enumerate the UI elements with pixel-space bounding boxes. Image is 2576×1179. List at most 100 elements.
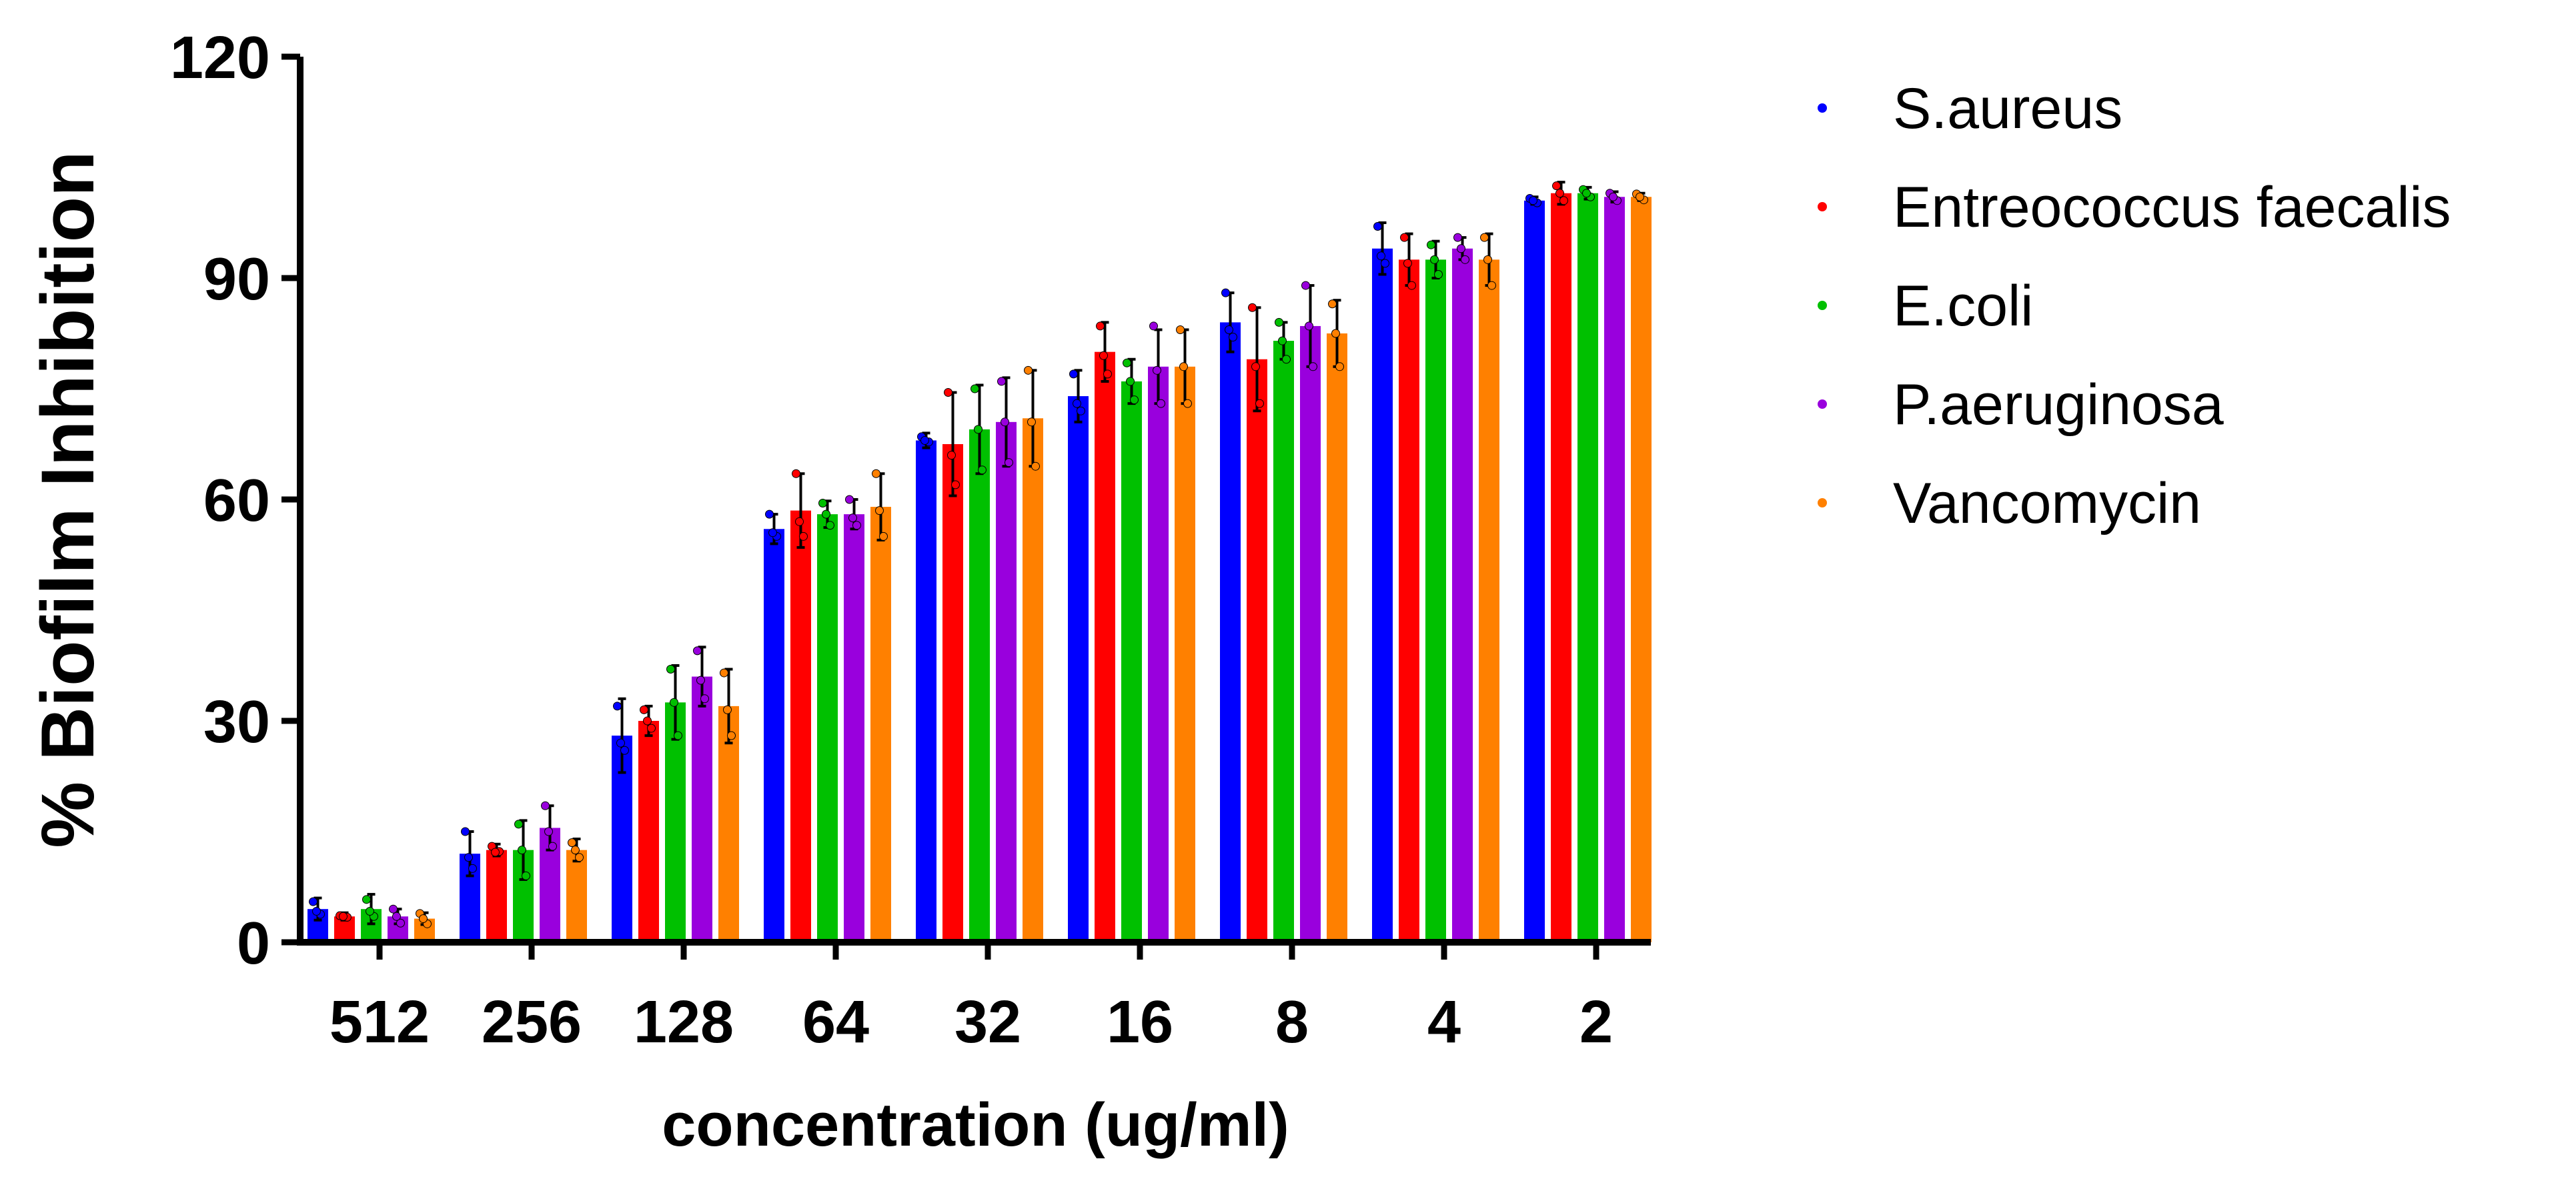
replicate-point [1461, 255, 1469, 264]
replicate-point [826, 521, 834, 530]
replicate-point [1381, 259, 1389, 268]
replicate-point [396, 918, 405, 928]
replicate-point [1278, 336, 1287, 345]
bar [1220, 322, 1241, 942]
y-tick-label: 90 [203, 246, 270, 313]
x-tick-label: 4 [1427, 989, 1461, 1056]
replicate-point [872, 469, 880, 478]
replicate-point [1529, 196, 1537, 205]
replicate-point [1407, 281, 1416, 290]
bar [566, 850, 587, 942]
replicate-point [362, 895, 371, 904]
bar [1095, 351, 1115, 942]
bar [718, 706, 739, 942]
bar [1551, 193, 1571, 942]
bar [817, 514, 838, 942]
replicate-point [1457, 244, 1465, 253]
replicate-point [1434, 269, 1443, 279]
y-axis-title: % Biofilm Inhibition [26, 151, 109, 848]
replicate-point [1282, 355, 1291, 364]
bar [665, 702, 686, 942]
replicate-point [971, 384, 979, 393]
legend: S.aureus Entreococcus faecalis E.coli P.aer… [1818, 77, 2451, 535]
replicate-point [727, 731, 736, 740]
bar [1577, 193, 1598, 942]
replicate-point [951, 480, 960, 489]
replicate-point [1309, 362, 1317, 371]
replicate-point [620, 746, 629, 755]
replicate-point [852, 521, 861, 530]
x-tick-label: 256 [482, 989, 582, 1056]
replicate-point [312, 907, 321, 916]
x-tick-label: 512 [330, 989, 430, 1056]
replicate-point [1024, 365, 1033, 375]
replicate-point [1400, 233, 1409, 242]
legend-marker [1818, 498, 1827, 507]
bar [1524, 200, 1545, 942]
replicate-point [518, 846, 526, 855]
replicate-point [1555, 189, 1564, 198]
replicate-point [1427, 240, 1435, 249]
replicate-point [720, 668, 728, 678]
bar [870, 507, 891, 942]
replicate-point [1149, 321, 1158, 331]
bar [1023, 418, 1043, 942]
replicate-point [799, 531, 808, 541]
replicate-point [1099, 351, 1108, 360]
bar [1247, 359, 1267, 942]
replicate-point [674, 731, 682, 740]
replicate-point [1453, 233, 1462, 242]
legend-label: Vancomycin [1893, 471, 2201, 535]
replicate-point [339, 912, 348, 921]
replicate-point [647, 724, 656, 733]
bar [764, 529, 784, 942]
replicate-point [548, 842, 557, 851]
replicate-point [392, 912, 401, 921]
replicate-point [616, 738, 625, 748]
bar [1452, 248, 1473, 942]
replicate-point [1403, 259, 1412, 268]
legend-marker [1818, 202, 1827, 211]
replicate-point [1176, 325, 1185, 334]
replicate-point [1130, 395, 1139, 405]
y-tick-label: 0 [237, 910, 270, 977]
replicate-point [1157, 399, 1165, 408]
replicate-point [765, 509, 774, 519]
x-ticks: 512 256 128 64 32 16 8 4 2 [330, 942, 1613, 1056]
replicate-point [468, 864, 477, 873]
bar [844, 514, 864, 942]
bars-layer [307, 193, 1652, 943]
replicate-point [1552, 181, 1561, 191]
replicate-point [1609, 192, 1618, 201]
replicate-point [1103, 369, 1112, 379]
replicate-point [1636, 192, 1644, 201]
replicate-point [1248, 303, 1257, 312]
replicate-points-layer [309, 181, 1648, 928]
x-tick-label: 16 [1107, 989, 1173, 1056]
replicate-point [1221, 288, 1230, 297]
bar [1399, 259, 1419, 942]
replicate-point [643, 716, 652, 726]
replicate-point [1229, 333, 1237, 342]
replicate-point [1301, 281, 1310, 290]
bar [692, 676, 712, 942]
y-tick-label: 30 [203, 689, 270, 756]
y-tick-label: 120 [170, 25, 270, 91]
bar [1327, 333, 1347, 942]
bar [916, 440, 936, 942]
bar [969, 429, 990, 942]
legend-label: Entreococcus faecalis [1893, 175, 2451, 239]
replicate-point [366, 907, 374, 916]
legend-marker [1818, 103, 1827, 113]
replicate-point [997, 377, 1006, 386]
replicate-point [1582, 189, 1591, 198]
replicate-point [1251, 362, 1260, 371]
replicate-point [818, 499, 827, 508]
replicate-point [1335, 362, 1344, 371]
bar [1479, 259, 1499, 942]
bar [1175, 366, 1195, 942]
replicate-point [920, 435, 929, 445]
replicate-point [1377, 251, 1385, 261]
legend-marker [1818, 399, 1827, 409]
replicate-point [768, 528, 777, 537]
